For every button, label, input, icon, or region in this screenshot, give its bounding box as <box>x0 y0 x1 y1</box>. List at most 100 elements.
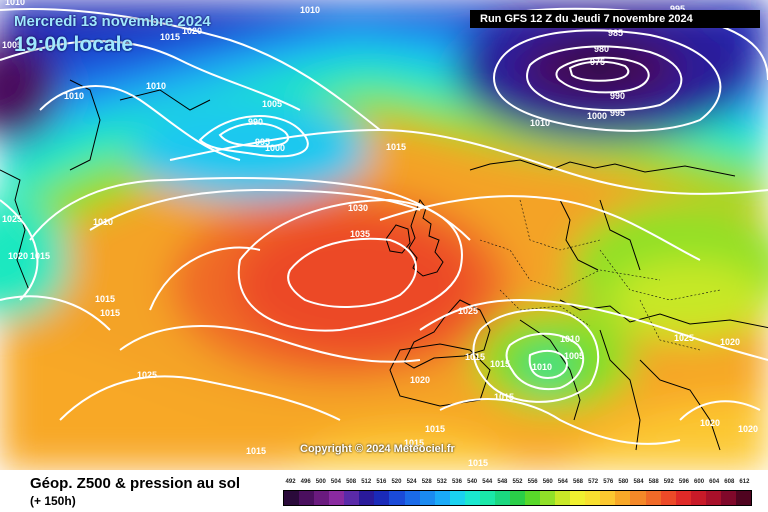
isobar-label: 1005 <box>564 351 584 361</box>
isobar-label: 1015 <box>100 308 120 318</box>
isobar-label: 1005 <box>262 99 282 109</box>
legend-value: 552 <box>512 479 523 485</box>
legend-swatch <box>359 491 375 505</box>
legend-swatch <box>509 491 525 505</box>
geopotential-field <box>0 0 768 470</box>
legend-footer: Géop. Z500 & pression au sol (+ 150h) 49… <box>0 470 768 512</box>
isobar-label: 1030 <box>348 203 368 213</box>
isobar-label: 1020 <box>720 337 740 347</box>
isobar-label: 995 <box>610 108 625 118</box>
isobar-label: 1020 <box>182 26 202 36</box>
legend-ticks: 492 496 500 504 508 512 516 520 524 528 532 536 540 5… <box>283 479 752 487</box>
legend-value: 584 <box>633 479 644 485</box>
legend-value: 596 <box>678 479 689 485</box>
legend-value: 608 <box>724 479 735 485</box>
legend-value: 516 <box>376 479 387 485</box>
isobar-label: 990 <box>610 91 625 101</box>
isobar-label: 975 <box>590 57 605 67</box>
isobar-label: 1005 <box>2 40 22 50</box>
legend-value: 544 <box>482 479 493 485</box>
legend-swatch <box>525 491 541 505</box>
isobar-label: 1015 <box>30 251 50 261</box>
isobar-label: 1010 <box>300 5 320 15</box>
isobar-label: 1015 <box>404 438 424 448</box>
legend-swatch <box>449 491 465 505</box>
isobar-label: 1015 <box>425 424 445 434</box>
isobar-label: 1015 <box>95 294 115 304</box>
isobar-label: 1010 <box>5 0 25 7</box>
isobar-label: 1015 <box>494 392 514 402</box>
isobar-labels: 1010 1015 1020 1005 1010 1010 985 980 97… <box>2 0 758 468</box>
legend-value: 540 <box>467 479 478 485</box>
legend-swatch <box>735 491 751 505</box>
model-run-label: Run GFS 12 Z du Jeudi 7 novembre 2024 <box>470 10 760 28</box>
legend-value: 556 <box>527 479 538 485</box>
legend-swatch <box>389 491 405 505</box>
legend-value: 572 <box>588 479 599 485</box>
legend-value: 524 <box>406 479 417 485</box>
legend-swatch <box>720 491 736 505</box>
legend-value: 520 <box>391 479 402 485</box>
map-canvas: 1010 1015 1020 1005 1010 1010 985 980 97… <box>0 0 768 470</box>
legend-value: 604 <box>709 479 720 485</box>
isobar-label: 980 <box>594 44 609 54</box>
legend-swatch <box>600 491 616 505</box>
isobar-label: 1025 <box>137 370 157 380</box>
isobar-label: 1025 <box>674 333 694 343</box>
legend-swatch <box>314 491 330 505</box>
isobar-label: 1020 <box>700 418 720 428</box>
isobar-label: 1025 <box>458 306 478 316</box>
legend-swatch <box>705 491 721 505</box>
isobar-label: 995 <box>255 137 270 147</box>
isobars <box>0 7 768 445</box>
isobar-label: 990 <box>248 117 263 127</box>
legend-swatch <box>329 491 345 505</box>
legend-swatch <box>585 491 601 505</box>
legend-value: 568 <box>573 479 584 485</box>
isobar-label: 1010 <box>64 91 84 101</box>
isobar-label: 1035 <box>350 229 370 239</box>
isobar-label: 1010 <box>560 334 580 344</box>
legend-value: 504 <box>330 479 341 485</box>
color-scale-bar <box>283 490 752 506</box>
legend-swatch <box>540 491 556 505</box>
isobar-label: 1020 <box>738 424 758 434</box>
legend-swatch <box>434 491 450 505</box>
legend-swatch <box>404 491 420 505</box>
legend-swatch <box>479 491 495 505</box>
field-title: Géop. Z500 & pression au sol <box>30 475 241 492</box>
legend-value: 512 <box>361 479 372 485</box>
legend-swatch <box>374 491 390 505</box>
isobar-label: 1015 <box>246 446 266 456</box>
isobar-label: 1015 <box>160 32 180 42</box>
legend-swatch <box>419 491 435 505</box>
legend-value: 560 <box>542 479 553 485</box>
isobar-label: 1020 <box>410 375 430 385</box>
legend-value: 564 <box>557 479 568 485</box>
copyright-notice: Copyright © 2024 Meteociel.fr <box>300 443 455 455</box>
legend-value: 592 <box>663 479 674 485</box>
coastlines <box>0 79 768 451</box>
isobar-label: 1025 <box>2 214 22 224</box>
isobar-label: 1000 <box>587 111 607 121</box>
isobar-label: 1010 <box>532 362 552 372</box>
legend-value: 532 <box>436 479 447 485</box>
isobar-label: 985 <box>608 28 623 38</box>
legend-value: 500 <box>315 479 326 485</box>
forecast-date: Mercredi 13 novembre 2024 <box>14 13 211 30</box>
legend-swatch <box>344 491 360 505</box>
lead-time: (+ 150h) <box>30 494 76 508</box>
isobar-label: 1015 <box>465 352 485 362</box>
legend-swatch <box>615 491 631 505</box>
legend-swatch <box>675 491 691 505</box>
legend-value: 580 <box>618 479 629 485</box>
legend-value: 548 <box>497 479 508 485</box>
isobar-label: 1000 <box>265 143 285 153</box>
legend-swatch <box>630 491 646 505</box>
legend-value: 508 <box>346 479 357 485</box>
isobar-label: 1020 <box>8 251 28 261</box>
legend-value: 536 <box>451 479 462 485</box>
legend-value: 492 <box>285 479 296 485</box>
isobar-label: 1015 <box>468 458 488 468</box>
weather-map: 1010 1015 1020 1005 1010 1010 985 980 97… <box>0 0 768 470</box>
